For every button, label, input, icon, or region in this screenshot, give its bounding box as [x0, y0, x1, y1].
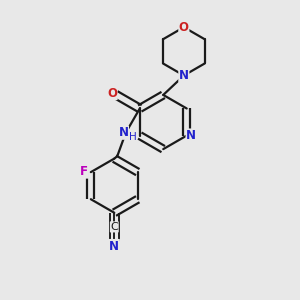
Text: O: O [179, 21, 189, 34]
Text: H: H [129, 132, 137, 142]
Text: C: C [110, 222, 118, 232]
Text: N: N [109, 239, 119, 253]
Text: O: O [107, 86, 117, 100]
Text: N: N [186, 129, 196, 142]
Text: N: N [118, 126, 128, 139]
Text: F: F [80, 165, 88, 178]
Text: N: N [179, 69, 189, 82]
